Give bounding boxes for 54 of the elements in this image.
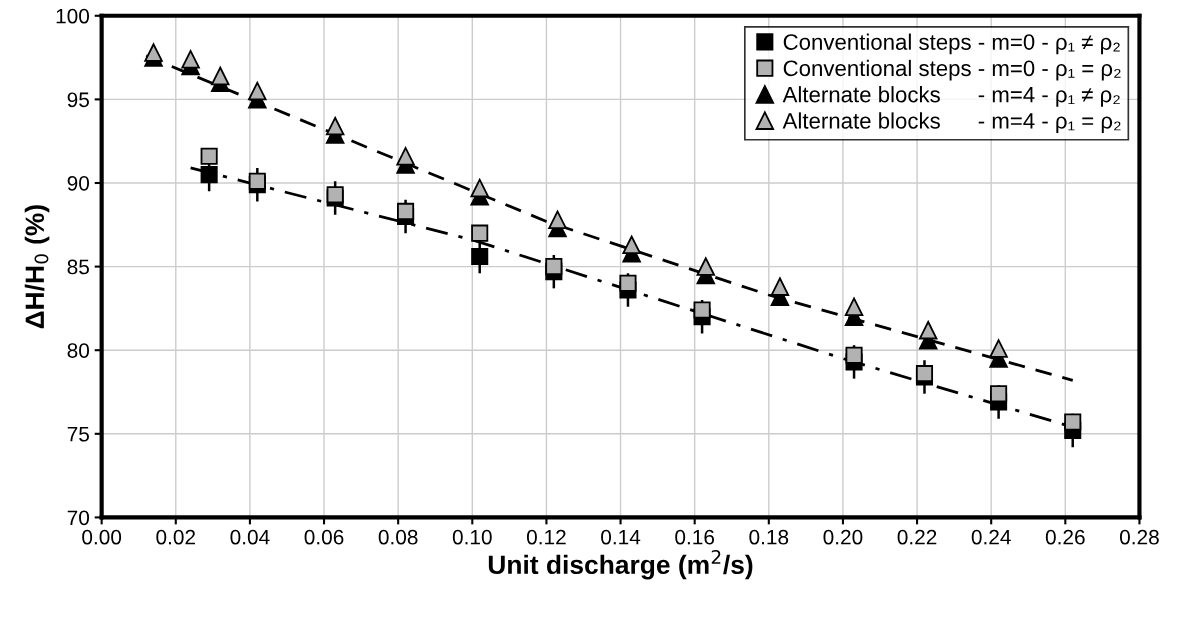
legend-label: Conventional steps - m=0 - ρ₁ = ρ₂	[783, 59, 1121, 81]
y-tick-label: 70	[67, 510, 90, 526]
x-tick-label: 0.04	[230, 529, 270, 545]
x-tick-label: 0.24	[971, 529, 1011, 545]
x-tick-label: 0.16	[675, 529, 715, 545]
point	[471, 248, 489, 266]
x-tick-label: 0.14	[601, 529, 641, 545]
x-tick-label: 0.06	[304, 529, 344, 545]
point	[181, 50, 200, 69]
point	[248, 81, 267, 101]
point	[696, 257, 716, 276]
x-tick-label: 0.10	[452, 529, 492, 545]
point	[248, 172, 266, 190]
x-tick-label: 0.28	[1119, 529, 1159, 545]
point	[845, 346, 863, 364]
point	[844, 297, 864, 316]
y-tick-label: 85	[67, 259, 89, 275]
x-tick-label: 0.08	[378, 529, 418, 545]
point	[989, 339, 1008, 358]
point	[770, 277, 790, 296]
y-axis-title: ΔH/H$_{0}$ (%)	[24, 205, 50, 329]
point	[211, 66, 230, 86]
legend-label: Conventional steps - m=0 - ρ₁ ≠ ρ₂	[783, 33, 1120, 55]
y-tick-label: 75	[67, 427, 89, 442]
x-tick-label: 0.02	[156, 529, 196, 545]
point	[200, 166, 218, 184]
point	[1064, 413, 1082, 431]
x-tick-label: 0.26	[1045, 529, 1085, 545]
point	[990, 385, 1008, 403]
point	[200, 147, 218, 165]
point	[325, 116, 345, 136]
y-tick-label: 95	[67, 92, 89, 108]
point	[471, 224, 489, 242]
point	[622, 235, 641, 255]
x-tick-label: 0.20	[823, 529, 863, 545]
point	[693, 301, 711, 319]
legend-label: Alternate blocks - m=4 - ρ₁ = ρ₂	[782, 112, 1121, 134]
point	[619, 274, 637, 292]
point	[144, 43, 163, 62]
point	[470, 178, 489, 198]
x-tick-label: 0.12	[526, 529, 566, 545]
legend-label: Alternate blocks - m=4 - ρ₁ ≠ ρ₂	[782, 86, 1120, 107]
point	[918, 320, 938, 340]
point	[396, 146, 415, 166]
point	[548, 210, 567, 230]
x-tick-label: 0.22	[897, 529, 937, 545]
x-tick-label: 0.18	[749, 529, 789, 545]
y-tick-label: 100	[56, 8, 90, 24]
point	[545, 258, 563, 276]
x-axis-title: Unit discharge (m$^{2}$/s)	[488, 550, 753, 580]
point	[397, 202, 415, 220]
x-tick-label: 0.00	[82, 529, 122, 545]
y-tick-label: 80	[67, 343, 90, 358]
y-tick-label: 90	[67, 175, 90, 191]
